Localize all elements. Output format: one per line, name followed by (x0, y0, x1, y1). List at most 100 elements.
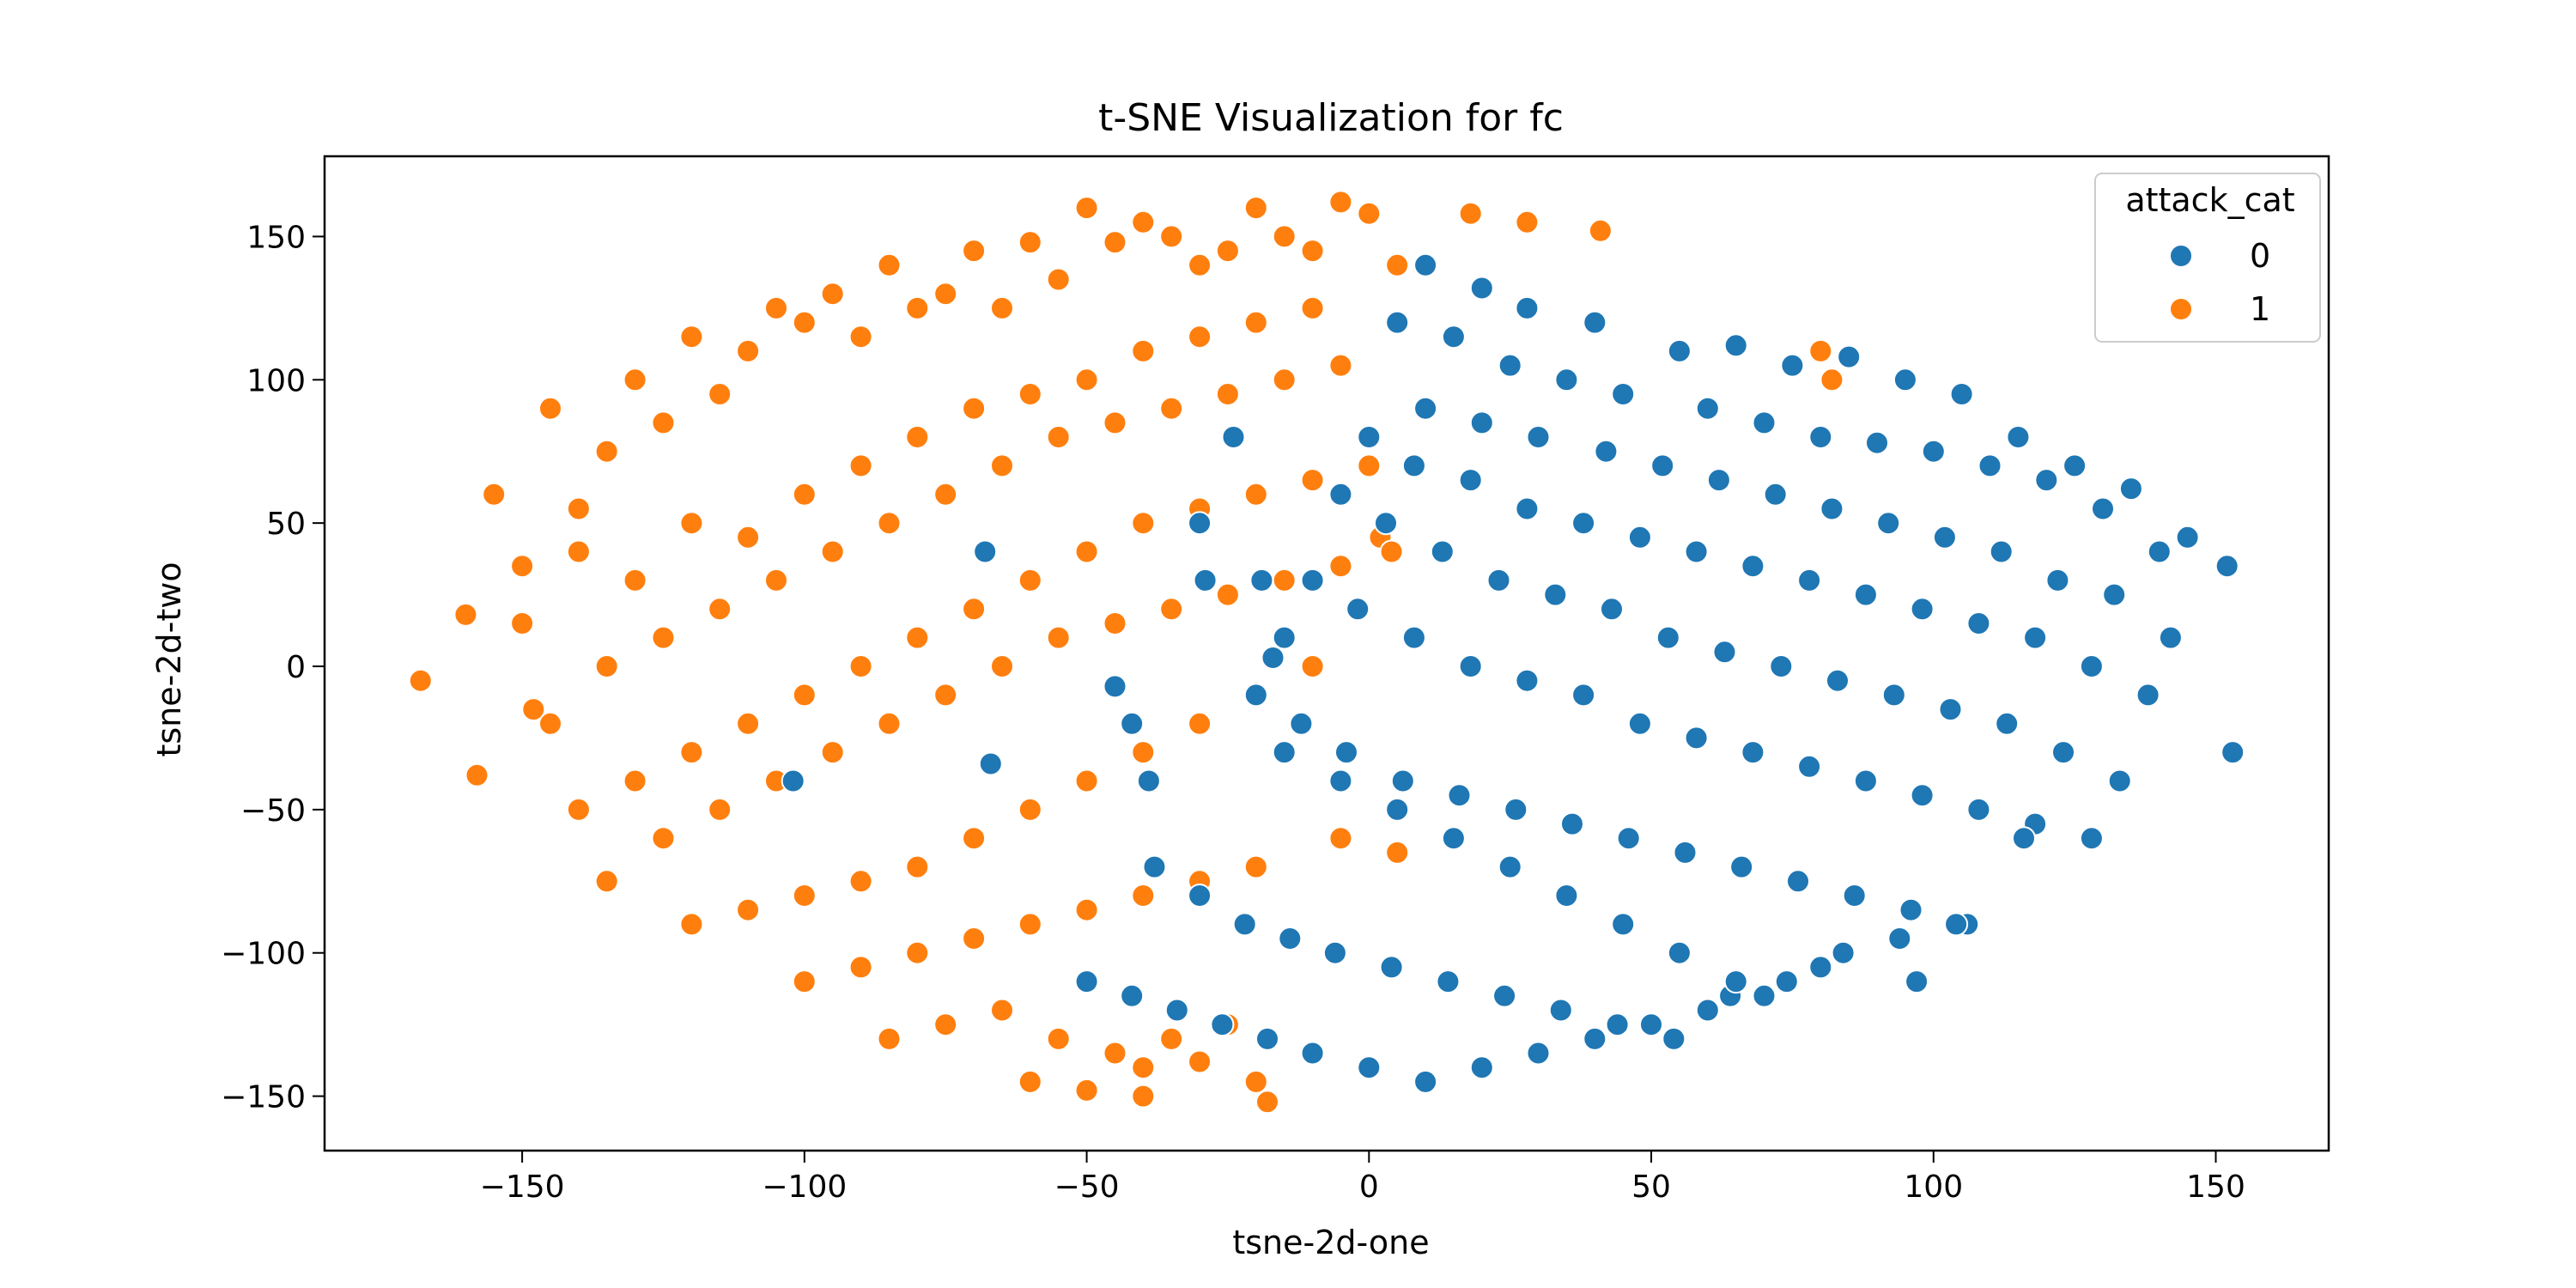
y-tick-label: −50 (240, 793, 306, 829)
point-series-0 (1723, 969, 1748, 994)
point-series-1 (679, 912, 704, 937)
point-series-0 (2079, 826, 2104, 851)
point-series-0 (1441, 325, 1466, 349)
point-series-0 (1876, 511, 1901, 536)
point-series-1 (905, 295, 930, 320)
point-series-1 (1458, 201, 1483, 226)
point-series-0 (1515, 668, 1540, 693)
series-0 (781, 252, 2245, 1094)
point-series-0 (1458, 468, 1483, 493)
point-series-1 (933, 1012, 958, 1037)
point-series-1 (708, 797, 732, 822)
point-series-0 (1667, 338, 1692, 363)
y-tick-label: 150 (246, 220, 306, 255)
point-series-0 (1492, 983, 1517, 1008)
point-series-0 (1390, 769, 1415, 793)
point-series-1 (1243, 196, 1268, 221)
point-series-1 (453, 602, 478, 627)
point-series-0 (1272, 625, 1297, 650)
point-series-0 (1255, 1026, 1279, 1051)
point-series-1 (820, 282, 845, 307)
point-series-0 (1627, 711, 1652, 736)
point-series-0 (1560, 811, 1584, 836)
point-series-1 (962, 927, 987, 951)
point-series-1 (510, 611, 535, 635)
point-series-0 (1334, 740, 1358, 765)
point-series-0 (2034, 468, 2059, 493)
point-series-0 (1723, 333, 1748, 358)
point-series-1 (1328, 353, 1353, 378)
point-series-0 (1554, 884, 1579, 908)
point-series-1 (1131, 338, 1156, 363)
point-series-0 (1193, 568, 1218, 592)
point-series-1 (792, 884, 817, 908)
point-series-0 (2221, 740, 2245, 765)
point-series-1 (792, 683, 817, 708)
point-series-0 (2006, 425, 2031, 449)
point-series-0 (1893, 368, 1917, 392)
point-series-1 (1272, 568, 1297, 592)
point-series-1 (1300, 239, 1325, 264)
point-series-0 (1853, 582, 1878, 607)
point-series-0 (1905, 969, 1929, 994)
point-series-1 (962, 239, 987, 264)
legend-label-0: 0 (2250, 237, 2270, 275)
point-series-0 (1932, 525, 1957, 550)
point-series-1 (933, 482, 958, 507)
point-series-0 (1910, 783, 1935, 808)
point-series-0 (1820, 496, 1844, 521)
point-series-0 (1611, 382, 1636, 406)
legend-title: attack_cat (2125, 181, 2294, 219)
point-series-0 (1831, 940, 1856, 965)
legend-marker-0 (2169, 244, 2193, 268)
point-series-0 (1944, 912, 1969, 937)
y-axis-label: tsne-2d-two (150, 562, 188, 756)
point-series-0 (1667, 940, 1692, 965)
point-series-1 (792, 482, 817, 507)
point-series-0 (1741, 554, 1765, 579)
point-series-1 (820, 740, 845, 765)
series-1 (408, 190, 1844, 1115)
point-series-1 (905, 625, 930, 650)
point-series-0 (1650, 453, 1675, 478)
point-series-1 (848, 869, 873, 894)
point-series-0 (1385, 310, 1410, 335)
point-series-0 (1430, 539, 1455, 564)
point-series-1 (905, 425, 930, 449)
point-series-1 (679, 325, 704, 349)
point-series-0 (1639, 1012, 1663, 1037)
point-series-1 (1074, 539, 1099, 564)
point-series-1 (1131, 1055, 1156, 1080)
point-series-0 (1074, 969, 1099, 994)
x-tick-label: −50 (1054, 1170, 1120, 1205)
chart-title: t-SNE Visualization for fc (1098, 96, 1564, 140)
point-series-1 (933, 683, 958, 708)
point-series-0 (1120, 711, 1145, 736)
point-series-0 (2215, 554, 2239, 579)
point-series-0 (1673, 840, 1698, 865)
point-series-0 (1684, 539, 1709, 564)
point-series-0 (1786, 869, 1810, 894)
point-series-0 (1289, 711, 1314, 736)
point-series-0 (1571, 511, 1596, 536)
point-series-0 (1797, 568, 1822, 592)
point-series-0 (2051, 740, 2075, 765)
point-series-1 (538, 396, 562, 421)
point-series-0 (1837, 344, 1862, 369)
point-series-1 (1131, 884, 1156, 908)
point-series-1 (1131, 1084, 1156, 1109)
point-series-0 (1526, 425, 1551, 449)
point-series-0 (1261, 646, 1285, 670)
point-series-1 (651, 410, 676, 435)
point-series-0 (1136, 769, 1161, 793)
point-series-0 (1543, 582, 1568, 607)
point-series-0 (1498, 353, 1522, 378)
point-series-1 (1018, 382, 1042, 406)
point-series-0 (1413, 1069, 1438, 1094)
point-series-1 (1074, 769, 1099, 793)
point-series-1 (1188, 711, 1212, 736)
point-series-0 (1662, 1026, 1686, 1051)
point-series-0 (1458, 654, 1483, 678)
point-series-0 (1328, 769, 1353, 793)
point-series-0 (1188, 511, 1212, 536)
